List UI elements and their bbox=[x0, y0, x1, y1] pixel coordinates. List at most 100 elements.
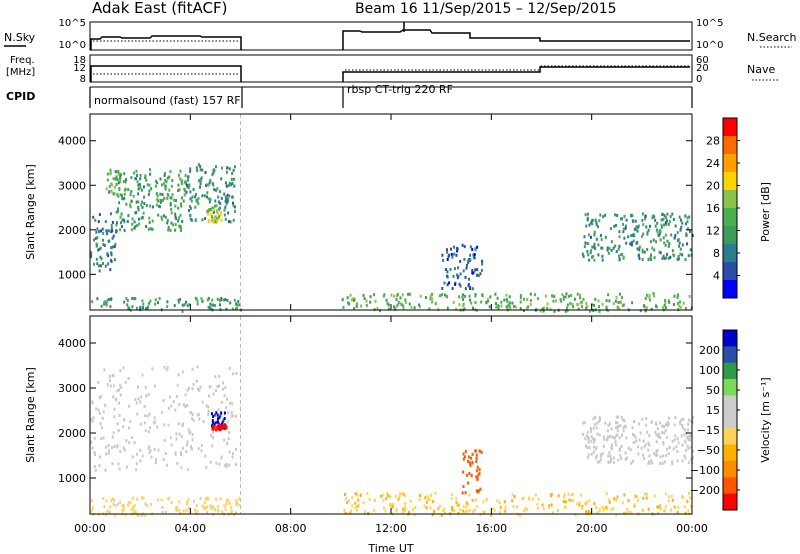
scatter-point bbox=[204, 217, 206, 220]
scatter-point bbox=[191, 387, 194, 391]
scatter-point bbox=[400, 303, 403, 307]
scatter-point bbox=[172, 400, 175, 404]
y-tick-label: 4000 bbox=[58, 135, 86, 148]
scatter-point bbox=[623, 214, 626, 218]
scatter-point bbox=[686, 220, 689, 224]
scatter-point bbox=[641, 234, 644, 238]
scatter-point bbox=[612, 507, 615, 510]
scatter-point bbox=[595, 446, 598, 450]
scatter-point bbox=[150, 187, 153, 191]
scatter-point bbox=[620, 415, 623, 419]
scatter-point bbox=[124, 180, 127, 184]
scatter-point bbox=[659, 462, 662, 465]
scatter-point bbox=[667, 416, 670, 420]
scatter-point bbox=[475, 459, 478, 463]
scatter-point bbox=[173, 304, 176, 308]
scatter-point bbox=[444, 268, 447, 271]
scatter-point bbox=[112, 502, 115, 506]
scatter-point bbox=[145, 178, 148, 182]
scatter-point bbox=[679, 252, 682, 256]
scatter-point bbox=[608, 498, 611, 502]
scatter-point bbox=[680, 218, 682, 222]
scatter-point bbox=[509, 306, 512, 310]
scatter-point bbox=[214, 375, 217, 379]
scatter-point bbox=[463, 245, 466, 249]
scatter-point bbox=[96, 227, 99, 231]
scatter-point bbox=[216, 219, 219, 223]
scatter-point bbox=[220, 411, 223, 415]
scatter-point bbox=[598, 420, 601, 423]
scatter-point bbox=[148, 445, 151, 449]
scatter-point bbox=[232, 218, 235, 222]
scatter-point bbox=[221, 510, 224, 514]
scatter-point bbox=[118, 467, 121, 471]
scatter-point bbox=[165, 510, 167, 514]
scatter-point bbox=[528, 496, 530, 500]
scatter-point bbox=[654, 304, 657, 308]
scatter-point bbox=[404, 506, 407, 510]
scatter-point bbox=[100, 229, 102, 233]
scatter-point bbox=[666, 212, 669, 216]
scatter-point bbox=[99, 455, 102, 459]
scatter-point bbox=[474, 508, 477, 512]
scatter-point bbox=[630, 243, 633, 247]
scatter-point bbox=[95, 407, 98, 411]
scatter-point bbox=[225, 499, 228, 503]
scatter-point bbox=[579, 293, 582, 297]
scatter-point bbox=[586, 242, 589, 245]
scatter-point bbox=[474, 294, 477, 298]
scatter-point bbox=[161, 411, 163, 415]
scatter-point bbox=[458, 303, 461, 307]
scatter-point bbox=[214, 425, 217, 429]
colorbar-segment bbox=[723, 411, 737, 429]
scatter-point bbox=[230, 183, 233, 187]
scatter-point bbox=[673, 294, 676, 298]
scatter-point bbox=[471, 247, 474, 251]
scatter-point bbox=[633, 420, 635, 424]
scatter-point bbox=[225, 502, 228, 506]
noise-panel: N.Sky 10^5 10^0 10^5 10^0 N.Search bbox=[4, 18, 797, 51]
scatter-point bbox=[180, 229, 182, 233]
scatter-point bbox=[175, 199, 177, 202]
scatter-point bbox=[196, 299, 199, 303]
scatter-point bbox=[462, 298, 465, 301]
scatter-point bbox=[156, 198, 159, 202]
scatter-point bbox=[157, 301, 159, 305]
scatter-point bbox=[168, 395, 171, 399]
scatter-point bbox=[394, 494, 397, 498]
scatter-point bbox=[189, 217, 192, 221]
scatter-point bbox=[105, 445, 107, 449]
scatter-point bbox=[553, 294, 556, 298]
scatter-point bbox=[109, 268, 112, 272]
cpid-segment-2: rbsp CT-trig 220 RF bbox=[347, 83, 453, 96]
scatter-point bbox=[354, 492, 357, 496]
scatter-point bbox=[690, 458, 693, 462]
scatter-point bbox=[372, 508, 375, 512]
scatter-point bbox=[106, 178, 109, 182]
scatter-point bbox=[678, 304, 681, 308]
scatter-point bbox=[685, 448, 688, 452]
scatter-point bbox=[610, 457, 612, 461]
scatter-point bbox=[156, 425, 159, 429]
scatter-point bbox=[171, 178, 174, 182]
scatter-point bbox=[637, 224, 640, 228]
scatter-point bbox=[128, 426, 131, 430]
colorbar-tick-label: 24 bbox=[706, 157, 720, 170]
scatter-point bbox=[115, 229, 118, 233]
scatter-point bbox=[674, 434, 677, 438]
scatter-point bbox=[598, 305, 600, 309]
colorbar-segment bbox=[723, 346, 737, 364]
scatter-point bbox=[102, 231, 105, 235]
scatter-point bbox=[390, 293, 393, 297]
scatter-point bbox=[117, 462, 120, 466]
scatter-point bbox=[526, 508, 529, 512]
scatter-point bbox=[224, 217, 227, 221]
scatter-point bbox=[224, 504, 226, 508]
scatter-point bbox=[601, 452, 604, 456]
scatter-point bbox=[570, 293, 573, 297]
scatter-point bbox=[441, 293, 444, 297]
scatter-point bbox=[385, 497, 388, 501]
scatter-point bbox=[136, 497, 139, 501]
scatter-point bbox=[401, 293, 404, 297]
scatter-point bbox=[688, 229, 691, 233]
